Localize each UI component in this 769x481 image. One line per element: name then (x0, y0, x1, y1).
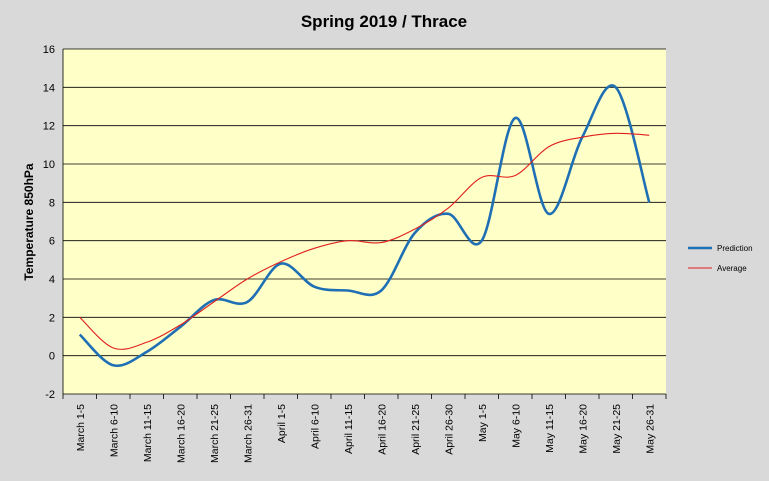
x-tick-label: April 16-20 (376, 404, 388, 455)
x-tick-label: May 6-10 (510, 404, 522, 448)
y-tick-label: 2 (49, 312, 55, 324)
y-axis-tick-labels: -2 0 2 4 6 8 10 12 14 16 (43, 44, 55, 401)
x-tick-label: April 11-15 (343, 404, 355, 454)
y-tick-label: 8 (49, 197, 55, 209)
y-tick-label: -2 (45, 389, 55, 401)
y-axis-label: Temperature 850hPa (22, 163, 36, 280)
y-tick-label: 0 (49, 351, 55, 363)
x-tick-label: May 16-20 (577, 404, 589, 454)
x-tick-label: April 21-25 (410, 404, 422, 455)
y-tick-label: 12 (43, 121, 55, 133)
plot-area (63, 49, 666, 394)
y-tick-label: 16 (43, 44, 55, 56)
series-line-average (79, 132, 650, 350)
series-line-prediction (78, 84, 651, 368)
x-tick-label: March 16-20 (175, 404, 187, 463)
x-tick-label: March 21-25 (209, 404, 221, 463)
legend-label: Prediction (717, 244, 753, 253)
y-tick-label: 14 (43, 82, 55, 94)
x-tick-label: April 1-5 (276, 404, 288, 443)
x-tick-label: April 6-10 (309, 404, 321, 449)
y-tick-label: 10 (43, 159, 55, 171)
chart-title: Spring 2019 / Thrace (301, 12, 467, 31)
x-tick-label: April 26-30 (443, 404, 455, 455)
x-tick-label: May 21-25 (611, 404, 623, 454)
legend: Prediction Average (688, 244, 753, 273)
x-tick-label: March 1-5 (75, 404, 87, 451)
x-tick-label: March 11-15 (142, 404, 154, 462)
series-lines (78, 84, 651, 368)
y-tick-label: 4 (49, 274, 55, 286)
legend-label: Average (717, 264, 747, 273)
x-tick-label: May 11-15 (544, 404, 556, 453)
x-tick-label: March 26-31 (242, 404, 254, 463)
y-tick-label: 6 (49, 236, 55, 248)
x-tick-label: March 6-10 (108, 404, 120, 457)
x-tick-label: May 26-31 (644, 404, 656, 454)
x-axis-tick-labels: March 1-5 March 6-10 March 11-15 March 16-2… (62, 394, 667, 463)
gridlines (62, 48, 666, 395)
x-tick-label: May 1-5 (477, 404, 489, 442)
